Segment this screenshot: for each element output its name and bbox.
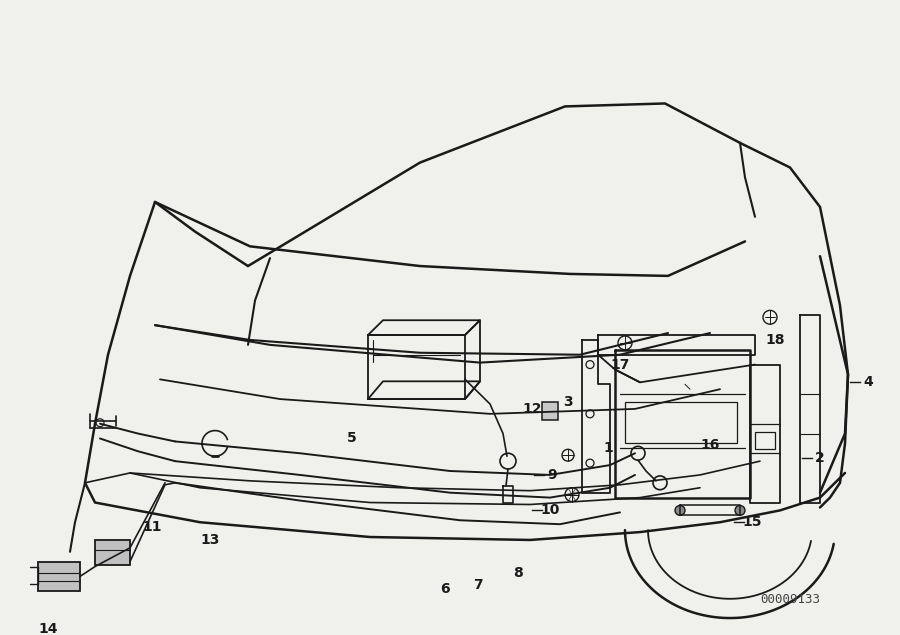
Text: 15: 15 — [742, 515, 761, 529]
Text: 9: 9 — [547, 468, 557, 482]
Circle shape — [735, 505, 745, 516]
Text: 7: 7 — [473, 578, 482, 592]
Bar — [625, 402, 737, 443]
Bar — [755, 432, 775, 450]
Text: 10: 10 — [540, 504, 560, 518]
Text: 8: 8 — [513, 566, 523, 580]
Text: 6: 6 — [440, 582, 450, 596]
Text: 5: 5 — [347, 431, 357, 446]
Text: 4: 4 — [863, 375, 873, 389]
Text: 1: 1 — [603, 441, 613, 455]
Text: 16: 16 — [700, 438, 720, 452]
Circle shape — [675, 505, 685, 516]
Text: 17: 17 — [610, 358, 630, 371]
Text: 3: 3 — [563, 395, 572, 409]
Text: 13: 13 — [201, 533, 220, 547]
Text: 18: 18 — [765, 333, 785, 347]
Text: 11: 11 — [142, 520, 162, 534]
Text: 14: 14 — [38, 622, 58, 635]
Bar — [38, 561, 80, 591]
Text: 2: 2 — [815, 451, 825, 465]
Text: 00009133: 00009133 — [760, 592, 820, 606]
Text: 12: 12 — [522, 402, 542, 416]
Bar — [95, 540, 130, 565]
Bar — [542, 402, 558, 420]
